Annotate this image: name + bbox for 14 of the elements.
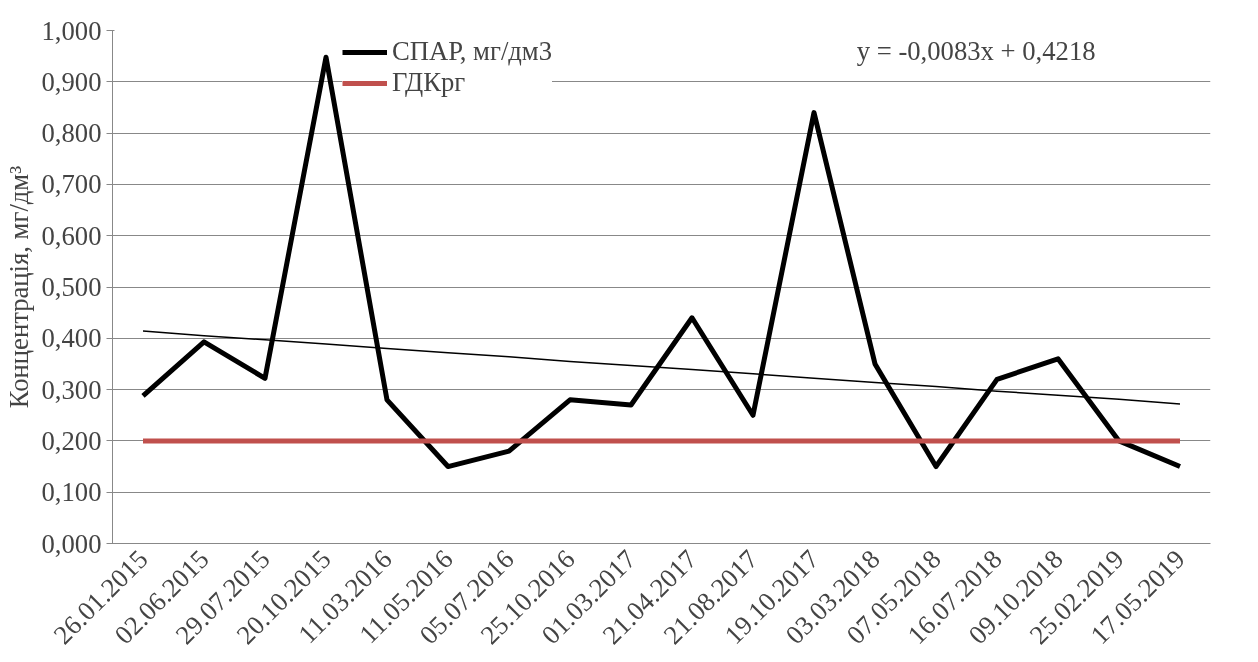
y-tick-label: 0,300 (41, 374, 102, 405)
y-tick-label: 0,400 (41, 323, 102, 354)
legend-label: ГДКрг (392, 67, 466, 98)
y-tick-label: 1,000 (41, 15, 102, 46)
y-tick-label: 0,600 (41, 220, 102, 251)
legend-label: СПАР, мг/дм3 (392, 36, 553, 67)
y-axis-title: Концентрація, мг/дм³ (3, 165, 34, 409)
y-tick-label: 0,100 (41, 477, 102, 508)
y-tick-label: 0,500 (41, 272, 102, 302)
y-tick-label: 0,800 (41, 118, 102, 149)
annotation: y = -0,0083x + 0,4218 (856, 36, 1096, 67)
y-tick-label: 0,900 (41, 66, 102, 97)
y-tick-label: 0,700 (41, 169, 102, 200)
y-tick-label: 0,200 (41, 425, 102, 456)
